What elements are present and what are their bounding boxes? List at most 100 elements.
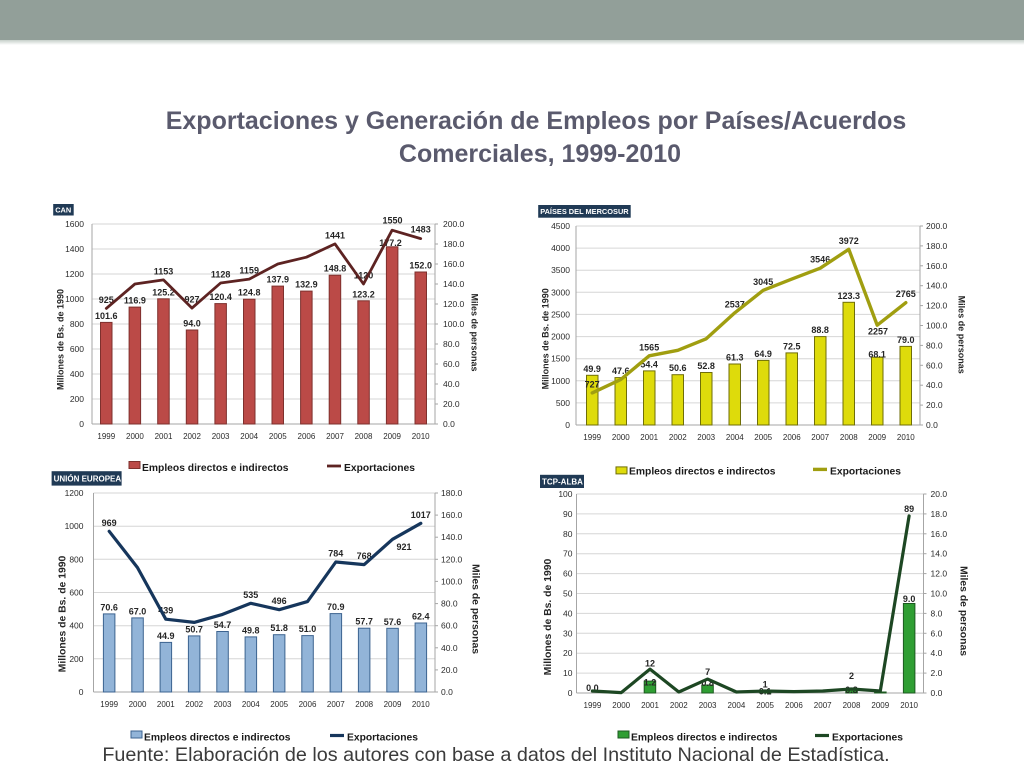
svg-text:0.0: 0.0	[586, 683, 599, 693]
svg-text:70.6: 70.6	[100, 602, 118, 612]
svg-text:1999: 1999	[97, 432, 115, 441]
svg-text:2537: 2537	[725, 299, 745, 309]
svg-text:40.0: 40.0	[443, 379, 460, 389]
svg-text:2002: 2002	[670, 701, 688, 710]
svg-text:0.0: 0.0	[926, 420, 938, 430]
svg-text:72.5: 72.5	[783, 341, 801, 351]
svg-text:0: 0	[79, 687, 84, 697]
svg-text:180.0: 180.0	[441, 488, 463, 498]
svg-text:60.0: 60.0	[443, 359, 460, 369]
svg-text:0.0: 0.0	[443, 419, 455, 429]
svg-text:600: 600	[69, 588, 83, 598]
svg-text:Millones de Bs. de 1990: Millones de Bs. de 1990	[540, 288, 550, 389]
svg-text:0.8: 0.8	[701, 678, 714, 688]
svg-text:2007: 2007	[811, 433, 829, 442]
svg-text:1153: 1153	[154, 266, 174, 276]
svg-text:1017: 1017	[411, 510, 431, 520]
svg-text:3045: 3045	[753, 277, 773, 287]
svg-text:2009: 2009	[871, 701, 889, 710]
svg-text:200.0: 200.0	[443, 219, 465, 229]
svg-text:124.8: 124.8	[238, 288, 261, 298]
svg-text:2001: 2001	[157, 700, 175, 709]
svg-text:2003: 2003	[212, 432, 230, 441]
svg-text:89: 89	[904, 504, 914, 514]
svg-text:200: 200	[70, 394, 84, 404]
svg-text:800: 800	[70, 319, 84, 329]
svg-text:2765: 2765	[896, 289, 916, 299]
svg-text:9.0: 9.0	[903, 594, 916, 604]
svg-text:47.6: 47.6	[612, 366, 630, 376]
svg-text:2009: 2009	[384, 700, 402, 709]
svg-text:Exportaciones: Exportaciones	[832, 733, 903, 744]
svg-text:16.0: 16.0	[931, 529, 948, 539]
svg-text:20.0: 20.0	[443, 399, 460, 409]
svg-text:2005: 2005	[270, 700, 288, 709]
svg-text:2004: 2004	[242, 700, 260, 709]
svg-text:1400: 1400	[65, 244, 84, 254]
svg-text:40.0: 40.0	[441, 643, 458, 653]
svg-text:101.6: 101.6	[95, 311, 118, 321]
svg-text:12.0: 12.0	[931, 569, 948, 579]
svg-text:UNIÓN EUROPEA: UNIÓN EUROPEA	[54, 474, 122, 483]
svg-text:2001: 2001	[640, 433, 658, 442]
svg-text:Miles de personas: Miles de personas	[469, 293, 479, 371]
svg-text:125.2: 125.2	[152, 287, 175, 297]
svg-text:67.0: 67.0	[129, 606, 147, 616]
svg-text:1200: 1200	[65, 488, 84, 498]
svg-text:1999: 1999	[584, 701, 602, 710]
svg-text:2004: 2004	[240, 432, 258, 441]
svg-text:2006: 2006	[298, 432, 316, 441]
svg-text:Miles de personas: Miles de personas	[957, 296, 967, 374]
svg-text:2007: 2007	[327, 700, 345, 709]
svg-text:54.4: 54.4	[640, 359, 658, 369]
svg-text:70: 70	[563, 549, 573, 559]
svg-text:Millones de Bs. de 1990: Millones de Bs. de 1990	[56, 289, 66, 390]
svg-text:PAÍSES DEL MERCOSUR: PAÍSES DEL MERCOSUR	[540, 207, 629, 216]
svg-text:1200: 1200	[65, 269, 84, 279]
svg-text:2000: 2000	[551, 332, 570, 342]
svg-text:132.9: 132.9	[295, 280, 318, 290]
svg-text:Exportaciones: Exportaciones	[344, 463, 415, 474]
svg-text:18.0: 18.0	[931, 509, 948, 519]
svg-text:0.0: 0.0	[441, 687, 453, 697]
svg-text:2006: 2006	[299, 700, 317, 709]
svg-text:496: 496	[272, 596, 287, 606]
svg-text:921: 921	[396, 542, 411, 552]
svg-text:123.3: 123.3	[838, 291, 861, 301]
svg-text:160.0: 160.0	[441, 510, 463, 520]
svg-text:49.9: 49.9	[583, 364, 601, 374]
svg-text:40: 40	[563, 608, 573, 618]
svg-text:1441: 1441	[325, 230, 345, 240]
svg-text:61.3: 61.3	[726, 353, 744, 363]
svg-text:79.0: 79.0	[897, 335, 915, 345]
svg-text:57.6: 57.6	[384, 617, 402, 627]
svg-text:1120: 1120	[354, 271, 374, 281]
svg-text:50.6: 50.6	[669, 363, 687, 373]
svg-text:1483: 1483	[411, 224, 431, 234]
svg-text:50: 50	[563, 589, 573, 599]
svg-text:Empleos directos e indirectos: Empleos directos e indirectos	[142, 463, 289, 474]
svg-text:500: 500	[556, 398, 570, 408]
svg-text:177.2: 177.2	[379, 238, 402, 248]
svg-text:80: 80	[563, 529, 573, 539]
svg-text:1000: 1000	[65, 521, 84, 531]
svg-text:Empleos directos e indirectos: Empleos directos e indirectos	[631, 733, 778, 744]
svg-text:200.0: 200.0	[926, 221, 948, 231]
svg-text:70.9: 70.9	[327, 602, 345, 612]
svg-text:2008: 2008	[355, 700, 373, 709]
svg-text:4.0: 4.0	[931, 648, 943, 658]
svg-text:180.0: 180.0	[443, 239, 465, 249]
svg-text:2006: 2006	[785, 701, 803, 710]
svg-text:2003: 2003	[214, 700, 232, 709]
svg-text:2010: 2010	[412, 700, 430, 709]
svg-text:2008: 2008	[843, 701, 861, 710]
svg-text:8.0: 8.0	[931, 608, 943, 618]
svg-text:2002: 2002	[185, 700, 203, 709]
svg-text:535: 535	[243, 590, 258, 600]
svg-text:1999: 1999	[100, 700, 118, 709]
svg-text:2008: 2008	[840, 433, 858, 442]
svg-text:Miles de personas: Miles de personas	[470, 564, 481, 654]
svg-text:20.0: 20.0	[926, 400, 943, 410]
svg-text:90: 90	[563, 509, 573, 519]
svg-text:140.0: 140.0	[926, 281, 948, 291]
